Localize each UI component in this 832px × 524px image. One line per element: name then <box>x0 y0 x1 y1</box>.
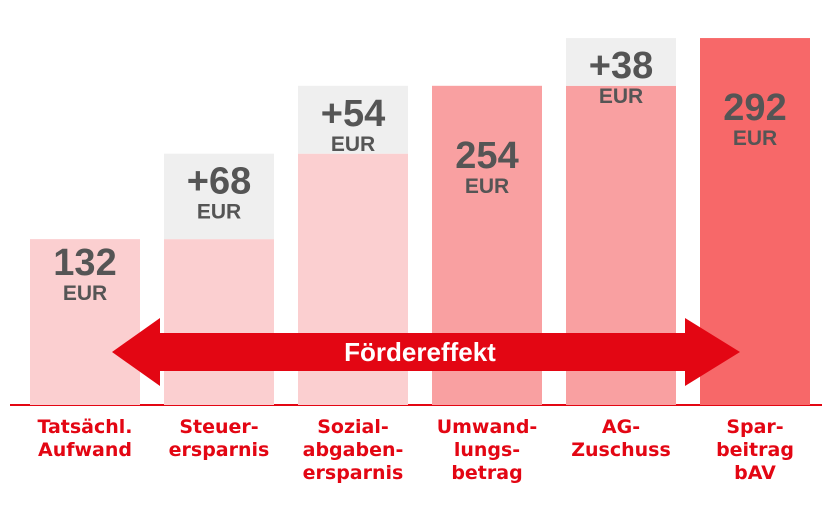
foerdereffekt-arrow-shape <box>112 318 740 386</box>
category-label-2: Sozial- abgaben- ersparnis <box>302 416 404 484</box>
value-label-0: 132 <box>53 242 116 284</box>
value-label-3: 254 <box>455 135 518 177</box>
unit-label-5: EUR <box>733 127 777 150</box>
category-label-0: Tatsächl. Aufwand <box>37 416 133 461</box>
foerdereffekt-label: Fördereffekt <box>344 337 496 367</box>
category-label-4: AG- Zuschuss <box>571 416 671 461</box>
value-label-5: 292 <box>723 87 786 129</box>
bar-increment-4 <box>566 38 676 86</box>
category-label-5: Spar- beitrag bAV <box>716 416 794 484</box>
value-label-1: +68 <box>187 161 251 203</box>
foerdereffekt-arrow: Fördereffekt <box>112 318 740 386</box>
unit-label-2: EUR <box>331 133 375 156</box>
category-label-3: Umwand- lungs- betrag <box>436 416 538 484</box>
unit-label-1: EUR <box>197 201 241 224</box>
bar-0 <box>30 239 140 405</box>
bar-increment-2 <box>298 85 408 154</box>
unit-label-0: EUR <box>63 282 107 305</box>
unit-label-3: EUR <box>465 175 509 198</box>
unit-label-4: EUR <box>599 85 643 108</box>
value-label-4: +38 <box>589 45 653 87</box>
bar-increment-1 <box>164 153 274 240</box>
category-label-1: Steuer- ersparnis <box>168 416 270 461</box>
value-label-2: +54 <box>321 93 385 135</box>
bar-base-1 <box>164 239 274 405</box>
